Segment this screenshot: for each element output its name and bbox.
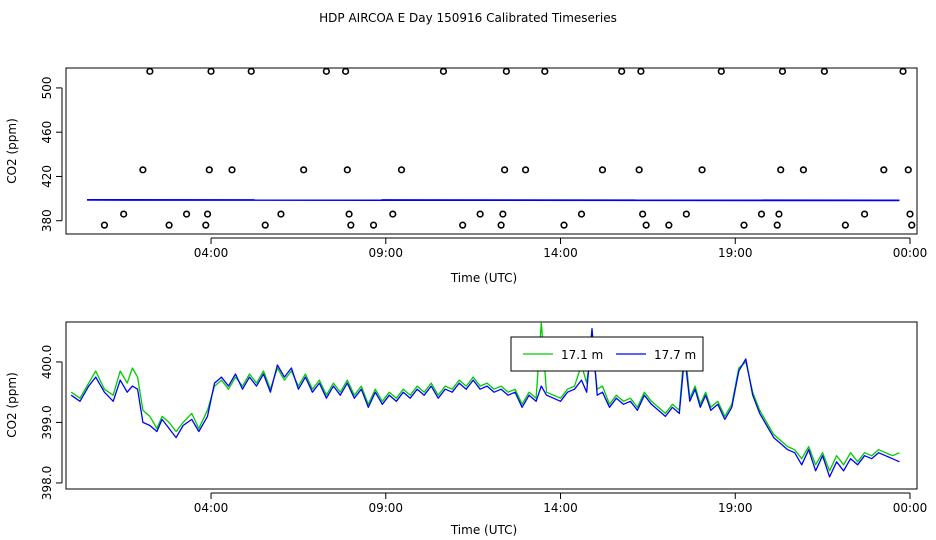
data-point	[880, 166, 888, 174]
x-tick-label: 09:00	[368, 501, 403, 515]
data-point	[904, 166, 912, 174]
y-tick-label: 420	[40, 165, 54, 188]
x-tick-label: 09:00	[368, 246, 403, 260]
data-point	[247, 67, 255, 75]
data-point	[476, 210, 484, 218]
data-point	[497, 221, 505, 229]
data-point	[698, 166, 706, 174]
line-panel: Time (UTC) CO2 (ppm) 04:00 09:00 14:00 19:0…	[5, 321, 928, 537]
data-point	[347, 221, 355, 229]
data-point	[740, 221, 748, 229]
data-point	[777, 166, 785, 174]
data-point	[899, 67, 907, 75]
plot-area-frame	[65, 321, 918, 490]
data-point	[146, 67, 154, 75]
data-point	[501, 166, 509, 174]
data-point	[228, 166, 236, 174]
y-tick-label: 400.0	[40, 345, 54, 379]
data-point	[322, 67, 330, 75]
data-point	[277, 210, 285, 218]
data-point	[778, 67, 787, 75]
data-point	[841, 221, 849, 229]
data-point	[205, 166, 213, 174]
legend: 17.1 m 17.7 m	[510, 336, 704, 372]
data-point	[139, 166, 147, 174]
x-tick-label: 19:00	[718, 501, 753, 515]
data-point	[906, 210, 914, 218]
marks-layer: 04:00 09:00 14:00 19:00 00:00 398.0 399.0 400.0	[40, 321, 928, 515]
data-point	[799, 166, 808, 174]
data-point	[499, 210, 507, 218]
data-point	[717, 67, 725, 75]
y-tick-label: 380	[40, 209, 54, 232]
data-point	[397, 166, 406, 174]
legend-label-17-1m: 17.1 m	[561, 348, 603, 362]
legend-label-17-7m: 17.7 m	[654, 348, 696, 362]
data-point	[502, 67, 510, 75]
data-point	[389, 210, 397, 218]
data-point	[541, 67, 549, 75]
data-point	[820, 67, 828, 75]
y-tick-label: 460	[40, 121, 54, 144]
data-point	[182, 210, 191, 218]
series-line-17-7-m	[70, 328, 900, 478]
x-tick-label: 04:00	[194, 246, 229, 260]
data-point	[300, 166, 308, 174]
scatter-panel: Time (UTC) CO2 (ppm) 04:00 09:00 14:00 19:0…	[5, 67, 928, 285]
y-axis-label: CO2 (ppm)	[5, 372, 19, 438]
data-point	[665, 221, 673, 229]
data-point	[459, 221, 467, 229]
data-point	[682, 210, 690, 218]
series-line	[86, 199, 900, 202]
plot-area-frame	[65, 67, 918, 235]
data-point	[120, 210, 128, 218]
data-point	[775, 210, 783, 218]
data-point	[439, 67, 448, 75]
data-point	[100, 221, 109, 229]
data-point	[341, 67, 350, 75]
data-point	[757, 210, 766, 218]
x-axis-label: Time (UTC)	[450, 523, 517, 537]
y-axis-label: CO2 (ppm)	[5, 118, 19, 184]
x-tick-label: 14:00	[543, 246, 578, 260]
data-point	[521, 166, 530, 174]
data-point	[345, 210, 353, 218]
data-point	[203, 210, 212, 218]
x-axis-label: Time (UTC)	[450, 271, 517, 285]
data-point	[207, 67, 215, 75]
x-tick-label: 00:00	[893, 501, 928, 515]
series-line-17-1-m	[70, 321, 900, 472]
data-point	[860, 210, 869, 218]
data-point	[773, 221, 781, 229]
data-point	[343, 166, 351, 174]
y-tick-label: 398.0	[40, 466, 54, 500]
figure-title: HDP AIRCOA E Day 150916 Calibrated Times…	[319, 11, 617, 25]
y-tick-label: 500	[40, 76, 54, 99]
data-point	[369, 221, 378, 229]
data-point	[639, 210, 647, 218]
data-point	[642, 221, 650, 229]
x-tick-label: 19:00	[718, 246, 753, 260]
marks-layer: 04:00 09:00 14:00 19:00 00:00 380 420 460 500	[40, 67, 928, 260]
data-point	[637, 67, 645, 75]
x-tick-label: 00:00	[893, 246, 928, 260]
data-point	[560, 221, 568, 229]
data-point	[261, 221, 269, 229]
y-tick-label: 399.0	[40, 405, 54, 439]
data-point	[635, 166, 643, 174]
x-tick-label: 04:00	[194, 501, 229, 515]
data-point	[908, 221, 916, 229]
data-point	[577, 210, 586, 218]
data-point	[165, 221, 173, 229]
data-point	[618, 67, 626, 75]
data-point	[202, 221, 210, 229]
x-tick-label: 14:00	[543, 501, 578, 515]
data-point	[598, 166, 607, 174]
